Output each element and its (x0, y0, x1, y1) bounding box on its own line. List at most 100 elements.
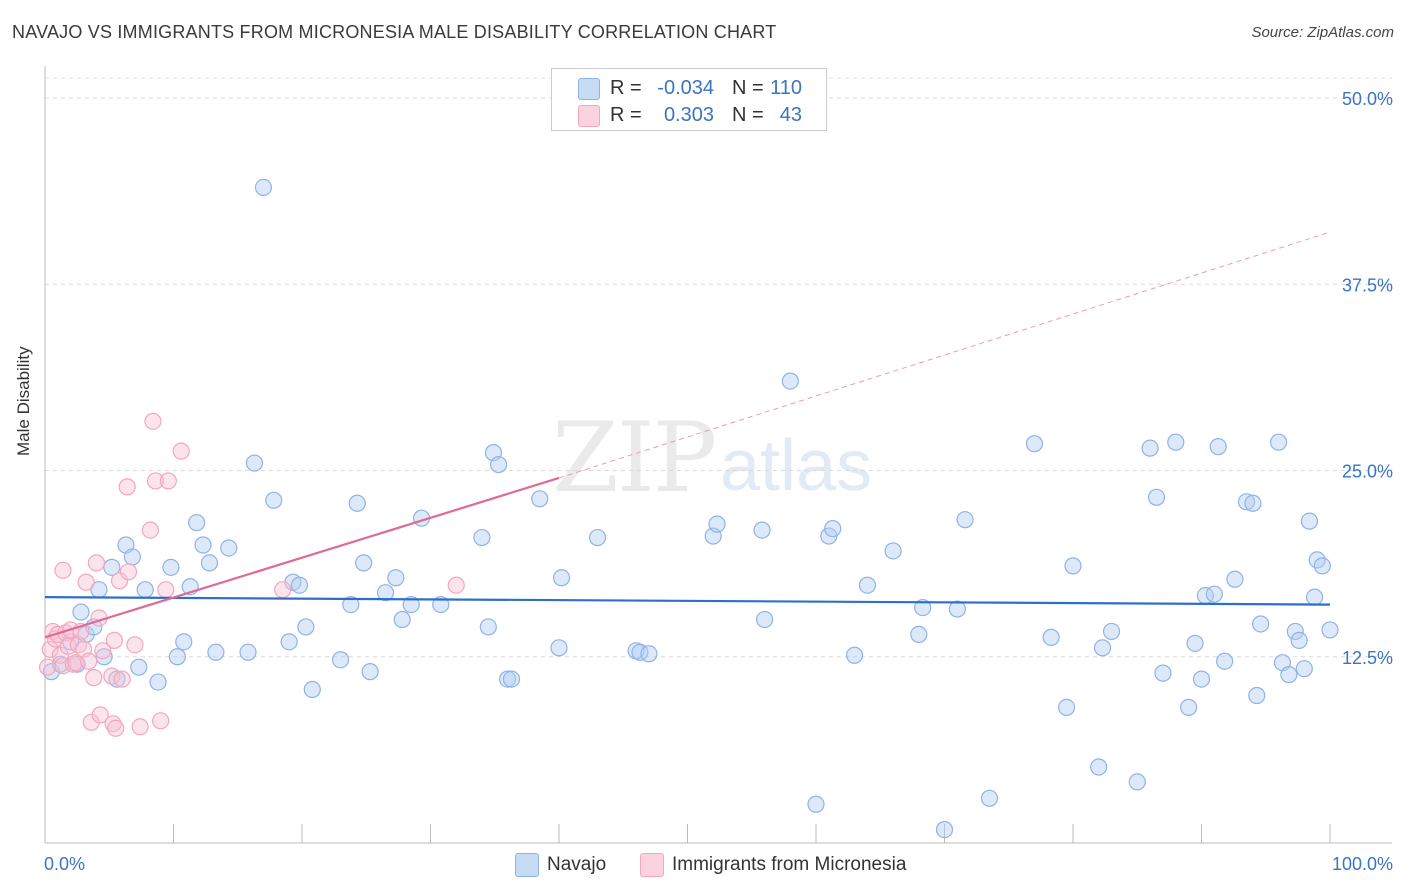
navajo-point (956, 511, 974, 529)
navajo-point (753, 521, 771, 539)
navajo-point (1093, 639, 1112, 657)
navajo-point (910, 625, 928, 644)
navajo-point (130, 658, 148, 676)
x-tick-label: 100.0% (1332, 854, 1393, 874)
navajo-point (755, 610, 774, 629)
navajo-point (207, 643, 225, 661)
micronesia-point (118, 478, 136, 496)
navajo-point (708, 515, 726, 533)
navajo-point (1321, 621, 1339, 639)
y-tick-label: 50.0% (1342, 89, 1393, 109)
navajo-point (845, 646, 864, 664)
micronesia-trend-line (44, 476, 560, 639)
navajo-point (1252, 615, 1270, 633)
micronesia-point (38, 658, 57, 676)
micronesia-point (91, 706, 109, 724)
navajo-point (807, 795, 825, 813)
navajo-point (640, 645, 658, 663)
navajo-point (239, 643, 257, 661)
navajo-point (108, 670, 126, 688)
navajo-point (1248, 686, 1266, 705)
micronesia-point (103, 667, 121, 685)
chart-title: NAVAJO VS IMMIGRANTS FROM MICRONESIA MAL… (12, 22, 777, 42)
navajo-point (588, 528, 607, 547)
navajo-point (149, 673, 167, 691)
navajo-point (194, 536, 212, 554)
legend-row-micronesia: R = 0.303 N = 43 (552, 102, 826, 128)
navajo-point (387, 569, 405, 587)
navajo-point (376, 584, 395, 602)
micronesia-point (126, 636, 144, 654)
navajo-point (432, 595, 450, 614)
r-value: 0.303 (663, 104, 714, 126)
navajo-point (1216, 652, 1234, 670)
navajo-point (1141, 439, 1159, 457)
navajo-point (1237, 493, 1256, 511)
micronesia-point (113, 670, 131, 688)
micronesia-point (131, 718, 149, 736)
navajo-point (490, 455, 508, 474)
navajo-point (824, 520, 842, 538)
navajo-point (884, 542, 902, 560)
navajo-point (1286, 622, 1304, 641)
navajo-point (220, 539, 238, 557)
navajo-point (342, 595, 360, 614)
navajo-point (1180, 698, 1198, 717)
navajo-point (1205, 585, 1223, 603)
navajo-point (136, 581, 154, 599)
navajo-point (265, 491, 283, 509)
navajo-point (168, 648, 186, 666)
navajo-point (123, 548, 141, 566)
micronesia-point (107, 719, 125, 737)
navajo-point (1090, 758, 1108, 776)
r-label: R = (610, 77, 642, 99)
n-label: N = (732, 104, 764, 126)
navajo-point (499, 670, 517, 688)
navajo-point (550, 639, 568, 657)
legend-navajo-label: Navajo (547, 854, 607, 875)
y-tick-label: 37.5% (1342, 275, 1393, 295)
correlation-legend: R = -0.034 N = 110 R = 0.303 N = 43 (551, 68, 827, 131)
x-tick-label: 0.0% (44, 854, 85, 874)
micronesia-point (105, 631, 123, 649)
navajo-point (254, 178, 273, 196)
legend-micronesia-swatch (640, 853, 664, 877)
navajo-point (1305, 588, 1324, 606)
navajo-point (1313, 557, 1331, 575)
navajo-point (1209, 438, 1227, 456)
navajo-point (162, 558, 180, 576)
navajo-point (361, 663, 379, 681)
micronesia-point (67, 654, 85, 672)
navajo-point (1167, 433, 1185, 451)
navajo-point (1300, 512, 1319, 530)
navajo-point (1269, 433, 1288, 451)
micronesia-point (141, 521, 159, 539)
navajo-point (948, 600, 966, 618)
micronesia-point (447, 576, 465, 594)
navajo-point (95, 648, 113, 666)
navajo-point (402, 595, 420, 614)
navajo-point (1102, 622, 1121, 641)
micronesia-point (41, 640, 59, 658)
n-value: 110 (770, 77, 802, 99)
navajo-point (1147, 488, 1166, 506)
navajo-point (1192, 670, 1211, 688)
legend-navajo-swatch (515, 853, 539, 877)
series-legend: Navajo Immigrants from Micronesia (0, 850, 1406, 880)
navajo-point (290, 576, 309, 594)
micronesia-swatch (578, 105, 600, 127)
micronesia-point (54, 561, 72, 579)
navajo-point (331, 651, 350, 669)
navajo-point (72, 603, 90, 621)
micronesia-point (157, 581, 175, 599)
navajo-point (473, 528, 491, 547)
navajo-point (1280, 666, 1298, 684)
micronesia-point (274, 581, 292, 599)
micronesia-point (119, 563, 138, 581)
navajo-trend-line (44, 596, 1331, 606)
navajo-point (1186, 634, 1204, 652)
watermark-atlas: atlas (720, 426, 873, 506)
navajo-point (355, 554, 373, 572)
micronesia-point (110, 572, 129, 590)
navajo-point (297, 618, 315, 636)
